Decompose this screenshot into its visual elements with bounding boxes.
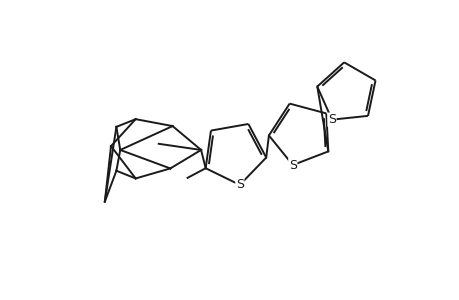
Text: S: S xyxy=(288,158,296,172)
Text: S: S xyxy=(327,113,335,126)
Text: S: S xyxy=(235,178,243,191)
